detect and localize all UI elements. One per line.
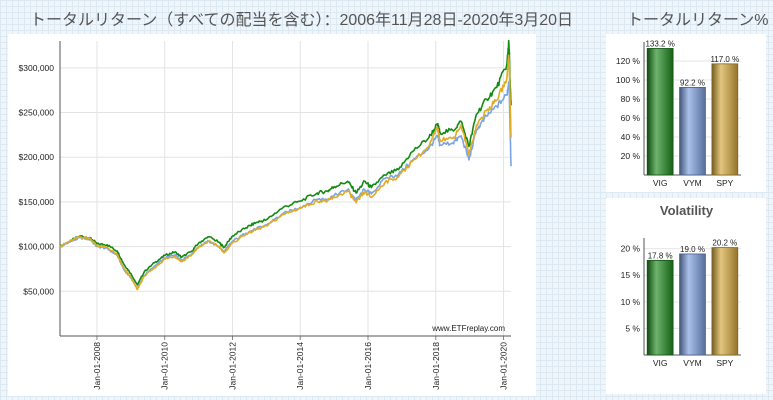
series-line-green <box>59 39 512 286</box>
volatility-title: Volatility <box>660 203 714 218</box>
series-line-gold <box>59 54 512 291</box>
line-chart: $50,000 $100,000 $150,000 $200,000 $250,000 $… <box>19 39 512 390</box>
bar-value-label: 117.0 % <box>710 55 739 64</box>
y-tick-label: $50,000 <box>23 286 54 296</box>
bar-y-tick-label: 15 % <box>621 270 641 280</box>
y-tick-label: $100,000 <box>19 242 55 252</box>
volatility-bar-chart: Volatility 5 % 10 % 15 % 20 % 17.8 % VIG 19.0 %… <box>621 203 741 368</box>
total-return-title: トータルリターン% <box>627 12 769 29</box>
x-tick-label: Jan-01-2016 <box>363 342 373 390</box>
bar-y-tick-label: 120 % <box>616 56 641 66</box>
x-tick-label: Jan-01-2014 <box>295 342 305 390</box>
bar-category-label: VYM <box>683 178 701 188</box>
bar-y-tick-label: 5 % <box>625 323 640 333</box>
bar-spy <box>711 63 739 176</box>
x-tick-label: Jan-01-2018 <box>431 342 441 390</box>
y-tick-label: $300,000 <box>19 63 55 73</box>
bar-value-label: 133.2 % <box>645 39 674 48</box>
line-chart-panel: $50,000 $100,000 $150,000 $200,000 $250,000 $… <box>8 34 536 396</box>
x-tick-label: Jan-01-2012 <box>227 342 237 390</box>
bar-vig <box>646 48 674 176</box>
bar-value-label: 17.8 % <box>648 251 673 260</box>
bar-category-label: VYM <box>683 358 701 368</box>
bar-vym <box>679 253 706 356</box>
bar-y-tick-label: 10 % <box>621 297 641 307</box>
y-tick-label: $250,000 <box>19 108 55 118</box>
bar-y-tick-label: 60 % <box>621 113 641 123</box>
bar-y-tick-label: 100 % <box>616 75 641 85</box>
total-return-panel: 20 % 40 % 60 % 80 % 100 % 120 % 133.2 % VIG 92.2… <box>606 34 766 192</box>
watermark-text: www.ETFreplay.com <box>431 324 505 333</box>
bar-value-label: 19.0 % <box>680 245 705 254</box>
bar-y-tick-label: 20 % <box>621 151 641 161</box>
x-tick-label: Jan-01-2008 <box>92 342 102 390</box>
volatility-panel: Volatility 5 % 10 % 15 % 20 % 17.8 % VIG 19.0 %… <box>606 198 766 394</box>
y-tick-label: $200,000 <box>19 152 55 162</box>
x-tick-label: Jan-01-2010 <box>160 342 170 390</box>
bar-value-label: 20.2 % <box>712 239 737 248</box>
bar-vig <box>646 259 674 356</box>
bar-y-tick-label: 80 % <box>621 94 641 104</box>
bar-value-label: 92.2 % <box>680 78 705 87</box>
bar-spy <box>711 247 739 356</box>
y-tick-label: $150,000 <box>19 197 55 207</box>
bar-category-label: SPY <box>716 178 733 188</box>
bar-vym <box>679 87 706 176</box>
bar-category-label: VIG <box>653 178 668 188</box>
bar-category-label: SPY <box>716 358 733 368</box>
series-line-blue <box>59 81 512 290</box>
main-chart-title: トータルリターン（すべての配当を含む）：2006年11月28日-2020年3月2… <box>30 12 574 29</box>
bar-y-tick-label: 40 % <box>621 132 641 142</box>
x-tick-label: Jan-01-2020 <box>499 342 509 390</box>
total-return-bar-chart: 20 % 40 % 60 % 80 % 100 % 120 % 133.2 % VIG 92.2… <box>616 39 741 188</box>
bar-y-tick-label: 20 % <box>621 244 641 254</box>
bar-category-label: VIG <box>653 358 668 368</box>
